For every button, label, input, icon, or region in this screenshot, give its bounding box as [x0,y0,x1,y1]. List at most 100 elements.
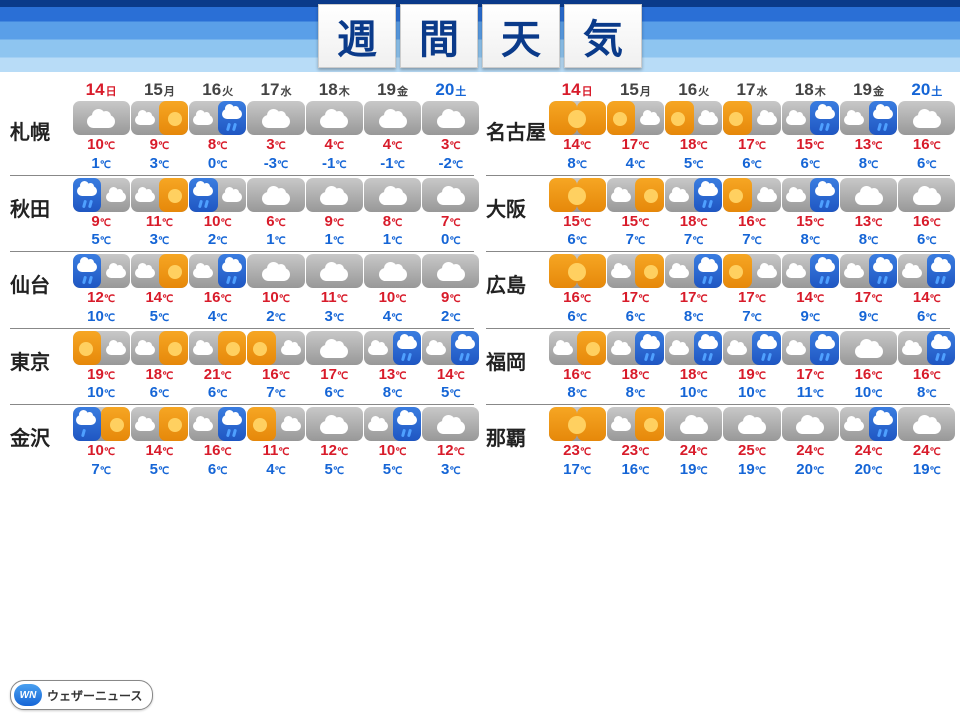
high-temp: 14℃ [130,442,188,461]
high-temp: 16℃ [839,366,897,385]
high-temp: 16℃ [189,289,247,308]
low-temp: 2℃ [422,308,480,327]
high-temp: 19℃ [72,366,130,385]
weather-icon [189,254,246,288]
forecast-cell: 6℃1℃ [247,177,305,251]
forecast-cell: 12℃5℃ [305,406,363,480]
weather-icon [364,178,421,212]
weather-icon [549,101,606,135]
low-temp: 6℃ [189,384,247,403]
high-temp: 18℃ [665,213,723,232]
forecast-cell: 17℃6℃ [723,100,781,174]
weather-icon [607,331,664,365]
weather-icon [898,178,955,212]
low-temp: 6℃ [898,231,956,250]
high-temp: 11℃ [305,289,363,308]
weather-icon [723,101,780,135]
high-temp: 10℃ [72,442,130,461]
weather-icon [607,407,664,441]
high-temp: 8℃ [189,136,247,155]
forecast-cell: 4℃-1℃ [363,100,421,174]
forecast-cell: 14℃5℃ [422,330,480,404]
day-header: 16火 [189,80,247,100]
forecast-cell: 16℃7℃ [723,177,781,251]
left-column: 14日15月16火17水18木19金20土札幌10℃1℃9℃3℃8℃0℃3℃-3… [4,80,480,480]
city-name: 名古屋 [480,100,548,145]
forecast-cell: 19℃10℃ [723,330,781,404]
weather-icon [782,254,839,288]
weather-icon [364,331,421,365]
low-temp: -1℃ [363,155,421,174]
weather-icon [840,407,897,441]
forecast-cell: 10℃7℃ [72,406,130,480]
weather-icon [723,331,780,365]
forecast-cell: 14℃6℃ [898,253,956,327]
weather-icon [131,178,188,212]
weather-icon [189,178,246,212]
city-name: 東京 [4,330,72,375]
forecast-cell: 18℃6℃ [130,330,188,404]
forecast-cell: 16℃4℃ [189,253,247,327]
city-name: 札幌 [4,100,72,145]
low-temp: 5℃ [363,461,421,480]
forecast-cell: 17℃6℃ [305,330,363,404]
weather-icon [189,407,246,441]
day-header: 19金 [839,80,897,100]
high-temp: 10℃ [363,289,421,308]
high-temp: 17℃ [665,289,723,308]
weather-icon [306,254,363,288]
forecast-cell: 16℃7℃ [247,330,305,404]
forecast-cell: 14℃8℃ [548,100,606,174]
forecast-cell: 18℃7℃ [665,177,723,251]
low-temp: 17℃ [548,461,606,480]
low-temp: 1℃ [305,231,363,250]
low-temp: 6℃ [548,231,606,250]
weather-icon [723,407,780,441]
city-name: 仙台 [4,253,72,298]
weather-icon [73,254,130,288]
forecast-cell: 24℃20℃ [781,406,839,480]
high-temp: 12℃ [422,442,480,461]
low-temp: 10℃ [72,384,130,403]
forecast-cell: 12℃10℃ [72,253,130,327]
separator [10,175,474,176]
city-row: 福岡16℃8℃18℃8℃18℃10℃19℃10℃17℃11℃16℃10℃16℃8… [480,330,956,404]
forecast-cell: 14℃5℃ [130,253,188,327]
high-temp: 6℃ [247,213,305,232]
city-name: 大阪 [480,177,548,222]
weather-icon [665,331,722,365]
low-temp: 5℃ [72,231,130,250]
weather-icon [247,407,304,441]
weather-icon [607,178,664,212]
separator [486,404,950,405]
high-temp: 16℃ [548,289,606,308]
low-temp: -2℃ [422,155,480,174]
high-temp: 18℃ [130,366,188,385]
forecast-cell: 18℃8℃ [606,330,664,404]
forecast-cell: 15℃6℃ [548,177,606,251]
low-temp: 6℃ [548,308,606,327]
weather-icon [131,254,188,288]
weather-icon [73,178,130,212]
city-row: 名古屋14℃8℃17℃4℃18℃5℃17℃6℃15℃6℃13℃8℃16℃6℃ [480,100,956,174]
low-temp: 9℃ [781,308,839,327]
weather-icon [607,101,664,135]
city-row: 札幌10℃1℃9℃3℃8℃0℃3℃-3℃4℃-1℃4℃-1℃3℃-2℃ [4,100,480,174]
forecast-cell: 14℃9℃ [781,253,839,327]
high-temp: 17℃ [839,289,897,308]
city-name: 秋田 [4,177,72,222]
day-header: 14日 [548,80,606,100]
title-char: 週 [318,4,396,68]
weather-icon [665,254,722,288]
high-temp: 17℃ [723,289,781,308]
forecast-cell: 16℃8℃ [898,330,956,404]
low-temp: 7℃ [72,461,130,480]
high-temp: 4℃ [363,136,421,155]
weather-icon [549,407,606,441]
title-char: 天 [482,4,560,68]
right-column: 14日15月16火17水18木19金20土名古屋14℃8℃17℃4℃18℃5℃1… [480,80,956,480]
low-temp: 11℃ [781,384,839,403]
city-name: 広島 [480,253,548,298]
forecast-cell: 25℃19℃ [723,406,781,480]
weather-icon [840,101,897,135]
